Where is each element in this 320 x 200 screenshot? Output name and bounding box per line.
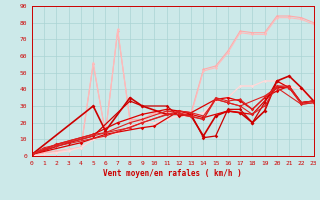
X-axis label: Vent moyen/en rafales ( km/h ): Vent moyen/en rafales ( km/h )	[103, 169, 242, 178]
